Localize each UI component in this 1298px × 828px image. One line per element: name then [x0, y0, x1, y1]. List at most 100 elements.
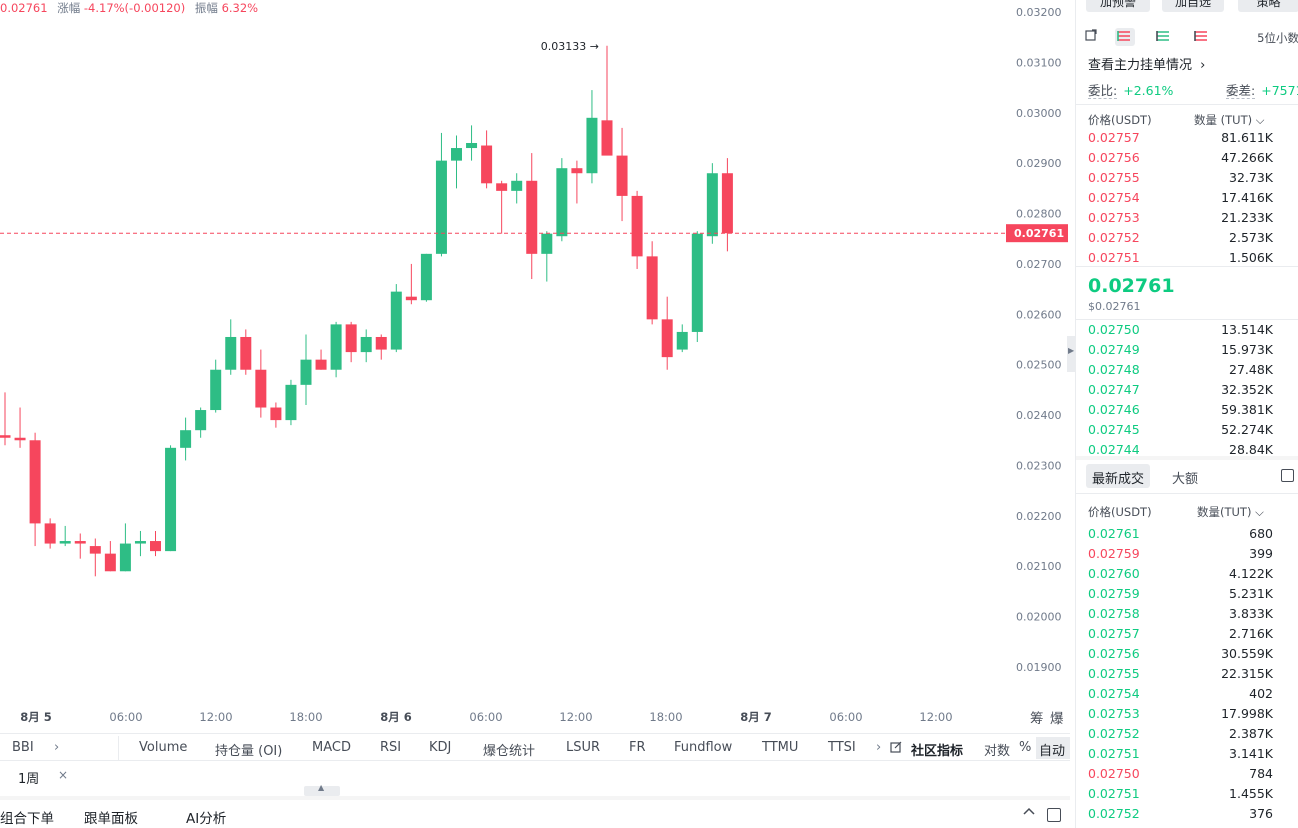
bid-row[interactable]: 0.02750 13.514K: [1076, 320, 1298, 340]
bid-row[interactable]: 0.02746 59.381K: [1076, 400, 1298, 420]
indicator-lsur[interactable]: LSUR: [566, 740, 601, 755]
indicator-oi[interactable]: 持仓量 (OI): [215, 744, 283, 759]
trade-row[interactable]: 0.02757 2.716K: [1076, 624, 1298, 644]
trade-row[interactable]: 0.02760 4.122K: [1076, 564, 1298, 584]
diff-value: +7571: [1261, 83, 1298, 98]
tab-large-trades[interactable]: 大额: [1172, 472, 1199, 487]
close-icon[interactable]: ×: [58, 768, 69, 782]
trades-col-qty-header[interactable]: 数量(TUT) ⌵: [1197, 504, 1264, 520]
trade-row[interactable]: 0.02753 17.998K: [1076, 704, 1298, 724]
indicator-scroll-right-icon[interactable]: ›: [876, 740, 882, 755]
period-tab[interactable]: 1周 ×: [0, 763, 1070, 789]
ask-row[interactable]: 0.02752 2.573K: [1076, 228, 1298, 248]
price-axis-tick: 0.02000: [1016, 611, 1062, 624]
indicator-macd[interactable]: MACD: [312, 740, 351, 755]
community-indicators[interactable]: 社区指标: [911, 744, 964, 759]
candle-body: [451, 148, 462, 161]
indicator-ttsi[interactable]: TTSI: [828, 740, 856, 755]
trade-row[interactable]: 0.02756 30.559K: [1076, 644, 1298, 664]
tab-ai-analysis[interactable]: AI分析: [186, 811, 227, 827]
candle-body: [616, 155, 628, 196]
trade-row[interactable]: 0.02754 402: [1076, 684, 1298, 704]
indicator-kdj[interactable]: KDJ: [429, 740, 452, 755]
ask-row[interactable]: 0.02755 32.73K: [1076, 168, 1298, 188]
trade-row[interactable]: 0.02752 2.387K: [1076, 724, 1298, 744]
indicator-rsi[interactable]: RSI: [380, 740, 402, 755]
trade-row[interactable]: 0.02759 399: [1076, 544, 1298, 564]
candle-body: [511, 180, 523, 191]
ask-row[interactable]: 0.02751 1.506K: [1076, 248, 1298, 268]
price-axis-tick: 0.02500: [1016, 359, 1062, 372]
bid-row[interactable]: 0.02745 52.274K: [1076, 420, 1298, 440]
ask-row[interactable]: 0.02756 47.266K: [1076, 148, 1298, 168]
indicator-liquidation[interactable]: 爆仓统计: [483, 744, 536, 759]
add-favorite-button[interactable]: 加自选: [1162, 0, 1224, 12]
trades-col-price-header: 价格(USDT): [1088, 505, 1152, 519]
log-scale-toggle[interactable]: 对数: [984, 744, 1011, 759]
chip-distribution-tool[interactable]: 筹: [1030, 710, 1044, 727]
bid-qty: 28.84K: [1229, 442, 1273, 457]
main-orders-link[interactable]: 查看主力挂单情况 ›: [1088, 54, 1205, 73]
section-separator: [1076, 456, 1298, 460]
trade-qty: 402: [1249, 686, 1273, 701]
percent-scale-toggle[interactable]: %: [1019, 740, 1032, 755]
candle-body: [134, 541, 146, 544]
bid-row[interactable]: 0.02749 15.973K: [1076, 340, 1298, 360]
orderbook-asks-icon[interactable]: [1192, 28, 1212, 46]
tab-copy-trading[interactable]: 跟单面板: [84, 811, 138, 827]
ask-row[interactable]: 0.02753 21.233K: [1076, 208, 1298, 228]
bid-row[interactable]: 0.02744 28.84K: [1076, 440, 1298, 460]
trade-row[interactable]: 0.02751 3.141K: [1076, 744, 1298, 764]
candle-body: [375, 336, 387, 350]
trade-qty: 3.833K: [1229, 606, 1273, 621]
popout-icon[interactable]: [1084, 28, 1104, 46]
bid-row[interactable]: 0.02748 27.48K: [1076, 360, 1298, 380]
candle-body: [345, 324, 357, 353]
large-trades-checkbox[interactable]: [1281, 469, 1294, 482]
edit-icon[interactable]: [890, 741, 902, 757]
liquidation-tool[interactable]: 爆: [1050, 711, 1064, 727]
orderbook-both-icon[interactable]: [1115, 28, 1135, 46]
kline-chart[interactable]: 0.03200 0.03100 0.03000 0.02900 0.02800 0.027…: [0, 0, 1070, 730]
indicator-fr[interactable]: FR: [629, 740, 646, 755]
chevron-up-icon[interactable]: [1022, 805, 1036, 823]
ratio-label: 委比:: [1088, 83, 1118, 99]
stat-last-price: 0.02761: [0, 1, 48, 15]
ask-row[interactable]: 0.02757 81.611K: [1076, 128, 1298, 148]
trade-row[interactable]: 0.02755 22.315K: [1076, 664, 1298, 684]
precision-select[interactable]: 5位小数: [1257, 31, 1298, 45]
auto-scale-toggle[interactable]: 自动: [1036, 737, 1070, 759]
collapse-panel-handle[interactable]: ▶: [1067, 336, 1075, 372]
strategy-button[interactable]: 策略: [1238, 0, 1298, 12]
indicator-ttmu[interactable]: TTMU: [762, 740, 799, 755]
chevron-down-icon: ⌵: [1255, 505, 1264, 519]
period-tab-label[interactable]: 1周: [18, 772, 40, 787]
trade-tabs: 最新成交 大额: [1076, 462, 1298, 490]
trade-row[interactable]: 0.02759 5.231K: [1076, 584, 1298, 604]
indicator-bbi[interactable]: BBI: [12, 740, 34, 755]
ask-price: 0.02755: [1088, 170, 1140, 185]
trade-row[interactable]: 0.02758 3.833K: [1076, 604, 1298, 624]
indicator-volume[interactable]: Volume: [139, 740, 188, 755]
indicator-fundflow[interactable]: Fundflow: [674, 740, 733, 755]
panel-resize-handle[interactable]: ▲: [304, 783, 340, 796]
expand-panel-icon[interactable]: [1047, 808, 1061, 822]
price-axis-tick: 0.02800: [1016, 208, 1062, 221]
tab-combo-order[interactable]: 组合下单: [0, 811, 54, 827]
kline-chart-svg[interactable]: 0.03200 0.03100 0.03000 0.02900 0.02800 0.027…: [0, 0, 1070, 730]
bid-row[interactable]: 0.02747 32.352K: [1076, 380, 1298, 400]
orderbook-bids-icon[interactable]: [1154, 28, 1174, 46]
candle-body: [661, 319, 673, 358]
ask-row[interactable]: 0.02754 17.416K: [1076, 188, 1298, 208]
time-axis-tick: 18:00: [649, 710, 682, 724]
trade-row[interactable]: 0.02751 1.455K: [1076, 784, 1298, 804]
mid-price-box: 0.02761 $0.02761: [1076, 266, 1298, 320]
trade-row[interactable]: 0.02752 376: [1076, 804, 1298, 824]
add-alert-button[interactable]: 加预警: [1086, 0, 1150, 12]
trade-row[interactable]: 0.02761 680: [1076, 524, 1298, 544]
col-qty-header[interactable]: 数量 (TUT) ⌵: [1194, 112, 1264, 128]
bbi-expand-icon[interactable]: ›: [54, 740, 60, 755]
tab-latest-trades[interactable]: 最新成交: [1086, 464, 1151, 488]
trade-row[interactable]: 0.02750 784: [1076, 764, 1298, 784]
